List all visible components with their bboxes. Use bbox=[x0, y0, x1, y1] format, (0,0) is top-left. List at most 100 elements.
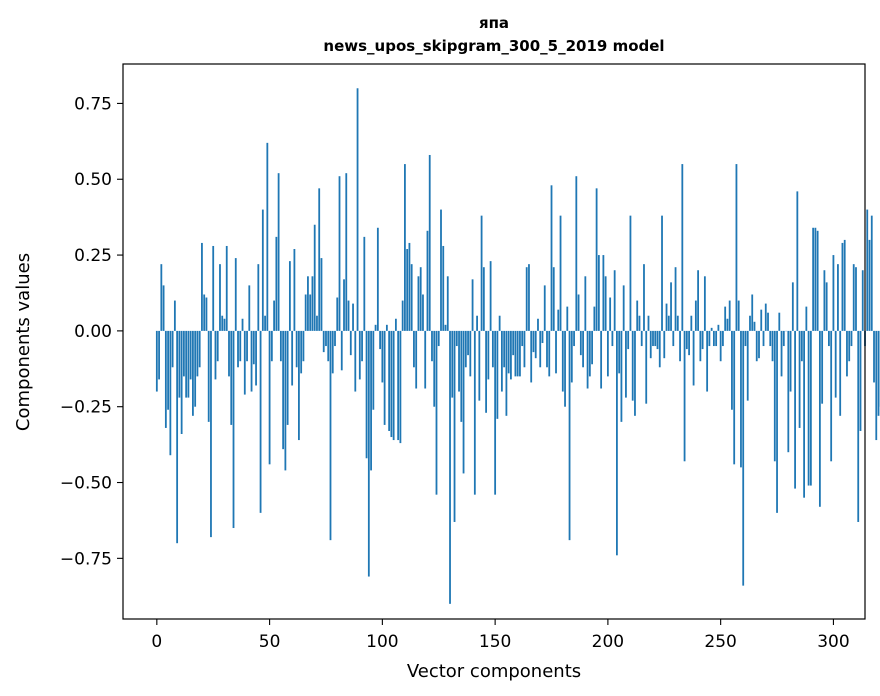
bar bbox=[722, 330, 724, 347]
bar bbox=[645, 330, 648, 404]
bar bbox=[374, 324, 377, 331]
bar bbox=[424, 330, 427, 389]
bar bbox=[789, 330, 792, 392]
bar bbox=[782, 330, 785, 347]
bar bbox=[401, 300, 404, 331]
bar bbox=[243, 330, 246, 395]
bar bbox=[176, 330, 179, 544]
bar bbox=[505, 330, 508, 416]
bar bbox=[397, 330, 400, 441]
bar bbox=[570, 330, 573, 383]
bar bbox=[703, 276, 706, 331]
bar bbox=[679, 330, 681, 362]
bar bbox=[230, 330, 233, 425]
bar bbox=[257, 264, 260, 331]
x-tick-label: 250 bbox=[704, 632, 736, 652]
bar bbox=[487, 330, 490, 380]
bar bbox=[241, 318, 244, 331]
bar bbox=[246, 330, 248, 362]
bar bbox=[767, 312, 769, 331]
bar bbox=[485, 330, 487, 413]
bar bbox=[667, 315, 670, 331]
bar bbox=[521, 330, 524, 347]
bar bbox=[471, 279, 474, 331]
bar bbox=[207, 330, 210, 422]
bar bbox=[600, 330, 603, 389]
bar bbox=[273, 300, 275, 331]
bar bbox=[758, 330, 760, 359]
bar bbox=[435, 330, 438, 495]
bar bbox=[814, 227, 817, 331]
bar bbox=[307, 276, 309, 331]
bar bbox=[216, 330, 219, 362]
bar bbox=[383, 330, 386, 425]
bar bbox=[385, 324, 388, 331]
bar bbox=[478, 330, 481, 401]
bar bbox=[577, 294, 580, 331]
bar bbox=[417, 276, 420, 331]
bar bbox=[805, 306, 808, 331]
y-tick-label: −0.25 bbox=[60, 398, 112, 418]
bar bbox=[408, 242, 411, 331]
bar bbox=[379, 330, 381, 350]
bar bbox=[609, 297, 612, 331]
bar bbox=[185, 330, 188, 398]
bar bbox=[550, 185, 553, 331]
bar bbox=[394, 318, 397, 331]
bar bbox=[489, 261, 492, 331]
bar bbox=[787, 330, 790, 453]
x-tick-label: 100 bbox=[366, 632, 398, 652]
bar bbox=[180, 330, 183, 434]
bar bbox=[692, 330, 695, 386]
bar bbox=[302, 330, 305, 362]
bar bbox=[325, 330, 327, 347]
bar bbox=[442, 245, 445, 331]
bar bbox=[712, 330, 715, 347]
bar bbox=[449, 330, 451, 604]
y-axis-label: Components values bbox=[13, 253, 34, 431]
bar bbox=[663, 330, 666, 359]
bar bbox=[873, 330, 875, 383]
bar bbox=[528, 264, 530, 331]
bar bbox=[248, 285, 251, 331]
bar bbox=[458, 330, 460, 392]
bar bbox=[568, 330, 571, 541]
bar bbox=[196, 330, 199, 377]
bar bbox=[586, 330, 589, 389]
bar bbox=[507, 330, 510, 374]
bar bbox=[812, 227, 815, 331]
bar bbox=[850, 330, 853, 347]
bar bbox=[559, 215, 562, 331]
bar bbox=[658, 330, 661, 368]
bar bbox=[404, 164, 406, 331]
bar bbox=[198, 330, 201, 368]
bar bbox=[194, 330, 197, 407]
bar bbox=[591, 330, 593, 365]
bar bbox=[575, 176, 578, 331]
bar bbox=[717, 324, 720, 331]
bar bbox=[541, 330, 544, 344]
bar bbox=[221, 315, 224, 331]
bar bbox=[546, 330, 548, 368]
bar bbox=[875, 330, 878, 441]
bar bbox=[728, 300, 731, 331]
bar bbox=[719, 330, 722, 362]
bar bbox=[349, 330, 352, 356]
bar bbox=[413, 330, 415, 368]
bar bbox=[270, 330, 273, 362]
bar bbox=[340, 330, 343, 371]
bar bbox=[706, 330, 709, 392]
bar bbox=[731, 330, 733, 410]
bar bbox=[647, 315, 650, 331]
bar bbox=[223, 318, 226, 331]
plot-frame bbox=[122, 63, 866, 620]
bar bbox=[733, 330, 736, 465]
bar bbox=[760, 309, 763, 331]
bar bbox=[419, 267, 422, 331]
bar bbox=[625, 330, 627, 398]
bar bbox=[259, 330, 262, 513]
bar bbox=[751, 294, 754, 331]
bar bbox=[548, 330, 551, 377]
bar bbox=[620, 330, 623, 422]
bar bbox=[818, 330, 821, 507]
